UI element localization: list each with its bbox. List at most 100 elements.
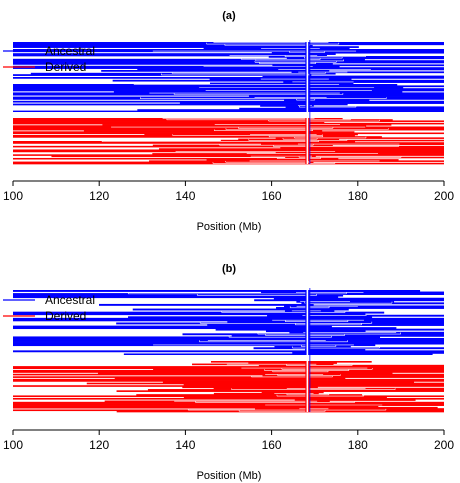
panel-1-ancestral-haplotype-segment: [273, 297, 444, 300]
panel-1-ancestral-haplotype-segment: [13, 294, 344, 297]
panel-1-derived-haplotype-segment: [182, 386, 318, 389]
panel-0-derived-haplotype-segment: [159, 148, 445, 150]
panel-a-legend-derived-label: Derived: [45, 60, 86, 74]
panel-0-ancestral-haplotype-segment: [101, 70, 330, 72]
panel-0-ancestral-haplotype-segment: [262, 75, 444, 78]
panel-0-derived-haplotype-segment: [13, 136, 382, 138]
panel-1-ancestral-haplotype-segment: [13, 350, 444, 353]
panel-1-ancestral-haplotype-segment: [284, 305, 444, 308]
panel-1-ancestral-haplotype-segment: [128, 316, 373, 319]
panel-1-group-gap: [13, 355, 444, 361]
panel-0-ancestral-haplotype-segment: [248, 95, 444, 97]
panel-0-x-tick-label: 100: [3, 189, 23, 203]
panel-1-derived-haplotype-segment: [13, 395, 444, 398]
panel-0-x-tick-label: 180: [348, 189, 368, 203]
panel-1-derived-haplotype-segment: [13, 404, 444, 406]
panel-1-ancestral-haplotype-segment: [254, 299, 444, 302]
panel-0-ancestral-haplotype-segment: [13, 100, 444, 103]
panel-a-x-axis-label: Position (Mb): [197, 221, 262, 233]
panel-1-derived-haplotype-segment: [213, 392, 319, 395]
panel-0-derived-haplotype-segment: [51, 155, 316, 158]
panel-0-derived-haplotype-segment: [13, 121, 325, 124]
panel-0-derived-haplotype-segment: [13, 142, 444, 144]
panel-b-x-axis: 100 120 140 160 180 200: [3, 429, 454, 452]
panel-1-derived-haplotype-segment: [13, 397, 444, 400]
panel-0-ancestral-haplotype-segment: [13, 54, 327, 57]
panel-b-label: (b): [222, 263, 236, 275]
panel-0-ancestral-haplotype-segment: [283, 81, 444, 83]
panel-0-ancestral-haplotype-segment: [13, 88, 444, 90]
panel-1-derived-haplotype-segment: [13, 366, 444, 368]
panel-1-ancestral-haplotype-segment: [13, 325, 332, 328]
panel-0-ancestral-haplotype-segment: [260, 105, 314, 107]
panel-1-derived-haplotype-segment: [116, 390, 444, 392]
panel-1-derived-haplotype-segment: [183, 396, 387, 399]
panel-0-derived-haplotype-segment: [13, 132, 444, 135]
panel-0-derived-haplotype-segment: [13, 157, 339, 160]
panel-1-derived-haplotype-segment: [114, 377, 346, 380]
panel-1-derived-haplotype-segment: [13, 385, 444, 387]
panel-0-x-tick-label: 160: [262, 189, 282, 203]
panel-0-ancestral-haplotype-segment: [13, 44, 313, 47]
panel-1-ancestral-haplotype-segment: [13, 327, 397, 330]
panel-1-derived-haplotype-segment: [13, 369, 444, 372]
panel-1-ancestral-haplotype-segment: [13, 296, 339, 299]
panel-0-ancestral-haplotype-segment: [13, 65, 340, 68]
panel-a-x-axis: 100 120 140 160 180 200: [3, 180, 454, 203]
panel-1-ancestral-haplotype-segment: [13, 337, 444, 340]
panel-0-ancestral-haplotype-segment: [291, 71, 444, 74]
panel-0-ancestral-haplotype-segment: [272, 64, 444, 67]
panel-0-ancestral-haplotype-segment: [284, 99, 370, 102]
panel-0-derived-haplotype-segment: [83, 130, 323, 132]
panel-b-legend-ancestral-label: Ancestral: [45, 293, 95, 307]
panel-1-derived-haplotype-segment: [136, 394, 363, 396]
panel-1-derived-haplotype-segment: [13, 376, 444, 378]
panel-0-ancestral-haplotype-segment: [13, 58, 365, 61]
panel-0-derived-haplotype-segment: [13, 122, 444, 125]
panel-1-derived-haplotype-segment: [162, 381, 415, 384]
panel-1-ancestral-haplotype-segment: [276, 307, 444, 309]
panel-a-legend: Ancestral Derived: [3, 44, 95, 74]
panel-1-ancestral-haplotype-segment: [13, 313, 366, 316]
panel-0-ancestral-haplotype-segment: [13, 46, 359, 48]
panel-1-ancestral-haplotype-segment: [13, 319, 444, 322]
panel-1-x-tick-label: 140: [175, 438, 195, 452]
panel-0-x-tick-label: 200: [434, 189, 454, 203]
panel-1-derived-haplotype-segment: [97, 372, 393, 375]
panel-0-ancestral-haplotype-segment: [13, 53, 336, 55]
panel-1-derived-haplotype-segment: [13, 371, 444, 373]
panel-1-derived-haplotype-segment: [13, 406, 438, 409]
panel-0-derived-haplotype-segment: [13, 149, 444, 152]
panel-0-ancestral-haplotype-segment: [271, 51, 444, 54]
panel-1-derived-haplotype-segment: [262, 375, 444, 377]
panel-b-haplotype-plot: [13, 286, 444, 413]
panel-b: (b) 100 120 140 160 180 200 Position (Mb) Anc…: [3, 263, 454, 482]
panel-1-derived-haplotype-segment: [210, 361, 372, 363]
panel-0-derived-haplotype-segment: [206, 159, 399, 161]
panel-b-legend: Ancestral Derived: [3, 293, 95, 323]
panel-b-legend-derived-label: Derived: [45, 309, 86, 323]
panel-1-derived-haplotype-segment: [13, 403, 444, 405]
panel-a: (a) 100 120 140 160 180 200 Position (Mb) Anc…: [3, 10, 454, 233]
panel-0-x-tick-label: 140: [175, 189, 195, 203]
panel-1-derived-haplotype-segment: [183, 383, 444, 386]
panel-0-ancestral-haplotype-segment: [13, 49, 444, 51]
panel-1-ancestral-haplotype-segment: [123, 353, 433, 356]
panel-1-ancestral-haplotype-segment: [132, 308, 349, 311]
panel-0-ancestral-haplotype-segment: [179, 102, 444, 104]
panel-0-ancestral-haplotype-segment: [113, 91, 403, 93]
panel-0-ancestral-haplotype-segment: [13, 110, 444, 113]
panel-a-haplotype-plot: [13, 38, 445, 165]
panel-0-ancestral-haplotype-segment: [13, 96, 444, 99]
panel-0-derived-haplotype-segment: [13, 125, 367, 127]
panel-0-ancestral-haplotype-segment: [13, 60, 444, 62]
panel-1-ancestral-haplotype-segment: [13, 342, 444, 345]
panel-0-ancestral-haplotype-segment: [13, 77, 444, 79]
panel-1-derived-haplotype-segment: [294, 399, 416, 401]
panel-0-ancestral-haplotype-segment: [13, 103, 348, 106]
panel-0-derived-haplotype-segment: [13, 145, 444, 148]
panel-0-derived-haplotype-segment: [13, 127, 444, 130]
panel-1-derived-haplotype-segment: [13, 380, 444, 382]
panel-1-ancestral-haplotype-segment: [13, 336, 381, 339]
panel-0-ancestral-haplotype-segment: [13, 61, 444, 64]
